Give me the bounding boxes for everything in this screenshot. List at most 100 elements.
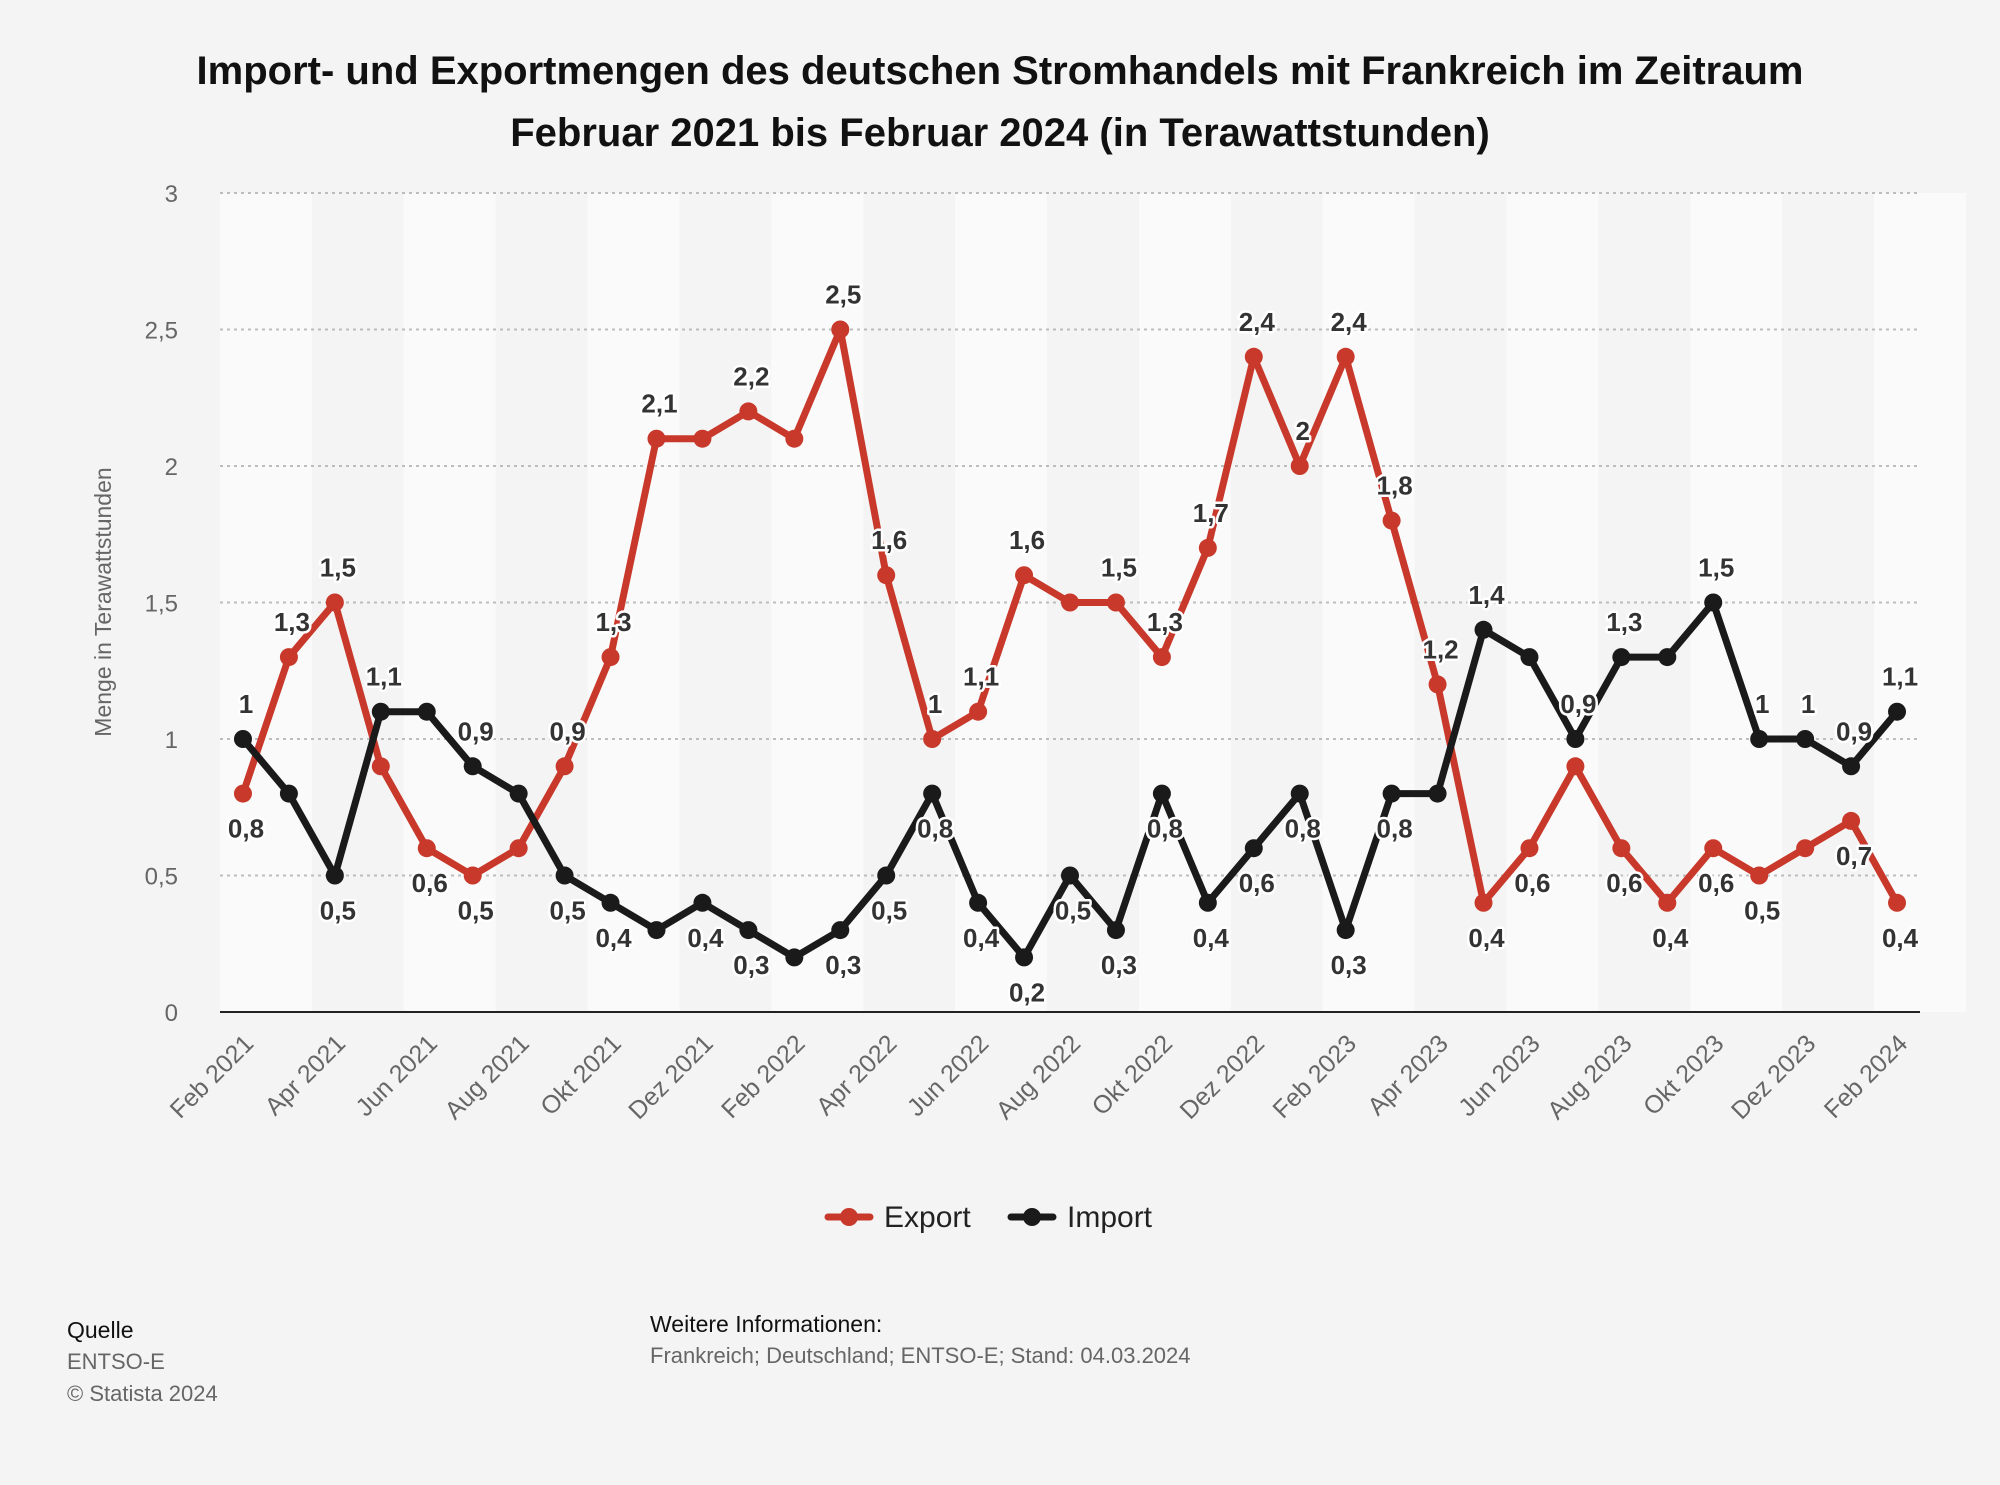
- import-data-label: 0,5: [320, 896, 356, 926]
- export-data-label: 1,6: [871, 525, 907, 555]
- export-point: [417, 839, 436, 858]
- import-data-label: 0,5: [1055, 896, 1091, 926]
- column-band: [1874, 193, 1966, 1012]
- legend-item-import[interactable]: Import: [1007, 1201, 1153, 1234]
- import-data-label: 0,8: [1285, 814, 1321, 844]
- import-data-label: 0,4: [595, 923, 632, 953]
- export-point: [509, 839, 528, 858]
- import-point: [1061, 866, 1079, 885]
- export-data-label: 0,7: [1836, 841, 1872, 871]
- import-data-label: 0,4: [687, 923, 724, 953]
- export-data-label: 2,4: [1331, 307, 1368, 337]
- export-data-label: 0,6: [1514, 868, 1550, 898]
- import-point: [1198, 893, 1217, 912]
- export-data-label: 1: [928, 689, 942, 719]
- export-data-label: 2,1: [641, 389, 677, 419]
- import-data-label: 0,3: [1101, 950, 1137, 980]
- import-point: [1244, 839, 1263, 858]
- export-data-label: 0,5: [458, 896, 494, 926]
- legend-swatch-marker: [1023, 1208, 1041, 1226]
- export-data-label: 0,9: [550, 716, 586, 746]
- x-tick-label: Apr 2022: [811, 1029, 903, 1121]
- info-heading: Weitere Informationen:: [650, 1311, 883, 1337]
- export-data-label: 0,4: [1468, 923, 1505, 953]
- export-point: [463, 866, 482, 885]
- export-data-label: 2,5: [825, 280, 861, 310]
- legend-label: Export: [884, 1201, 971, 1234]
- import-data-label: 0,9: [458, 716, 494, 746]
- export-point: [969, 702, 988, 721]
- export-point: [1428, 675, 1447, 694]
- export-point: [1658, 893, 1677, 912]
- import-point: [693, 893, 712, 912]
- export-point: [233, 784, 252, 803]
- import-data-label: 1: [1801, 689, 1815, 719]
- import-point: [1750, 730, 1769, 748]
- legend-label: Import: [1067, 1201, 1153, 1234]
- export-data-label: 1,5: [320, 553, 356, 583]
- import-point: [233, 730, 252, 748]
- export-point: [1382, 511, 1401, 530]
- import-point: [325, 866, 344, 885]
- export-point: [1290, 457, 1309, 475]
- import-data-label: 0,9: [1836, 716, 1872, 746]
- export-point: [1612, 839, 1631, 858]
- y-tick-label: 1: [165, 727, 178, 754]
- export-data-label: 0,4: [1652, 923, 1689, 953]
- y-axis-ticks: 0 0,5 1 1,5 2 2,5 3: [145, 181, 178, 1027]
- x-tick-label: Okt 2023: [1638, 1029, 1730, 1121]
- export-data-label: 1,7: [1193, 498, 1229, 528]
- export-data-label: 0,6: [412, 868, 448, 898]
- export-point: [279, 648, 298, 667]
- export-data-label: 0,6: [1606, 868, 1642, 898]
- import-point: [923, 784, 942, 803]
- import-point: [1842, 757, 1861, 776]
- y-tick-label: 2,5: [145, 318, 178, 345]
- import-point: [739, 921, 758, 940]
- export-data-label: 1,3: [1147, 607, 1183, 637]
- export-data-label: 1,5: [1101, 553, 1137, 583]
- import-data-label: 0,5: [871, 896, 907, 926]
- export-point: [371, 757, 390, 776]
- import-data-label: 0,4: [1193, 923, 1230, 953]
- x-tick-label: Dez 2023: [1726, 1029, 1821, 1124]
- import-point: [509, 784, 528, 803]
- export-point: [1704, 839, 1723, 858]
- import-data-label: 1,1: [366, 662, 402, 692]
- import-data-label: 0,4: [963, 923, 1000, 953]
- y-tick-label: 2: [165, 454, 178, 481]
- import-data-label: 0,8: [917, 814, 953, 844]
- import-point: [279, 784, 298, 803]
- export-data-label: 2,4: [1239, 307, 1276, 337]
- x-tick-label: Jun 2021: [350, 1029, 443, 1122]
- export-point: [693, 429, 712, 448]
- x-tick-label: Dez 2022: [1175, 1029, 1270, 1124]
- import-data-label: 1,3: [1606, 607, 1642, 637]
- x-tick-label: Jun 2023: [1453, 1029, 1546, 1122]
- y-tick-label: 0: [165, 1000, 178, 1027]
- import-data-label: 0,3: [733, 950, 769, 980]
- import-point: [1888, 702, 1907, 721]
- export-point: [601, 648, 620, 667]
- legend-item-export[interactable]: Export: [824, 1201, 971, 1234]
- x-tick-label: Aug 2022: [991, 1029, 1086, 1124]
- export-point: [555, 757, 574, 776]
- import-point: [1566, 730, 1585, 748]
- import-data-label: 1,1: [1882, 662, 1918, 692]
- import-data-label: 1: [1755, 689, 1769, 719]
- export-point: [877, 566, 896, 585]
- export-point: [739, 402, 758, 421]
- export-point: [1888, 893, 1907, 912]
- import-point: [785, 948, 804, 967]
- export-point: [1061, 593, 1079, 612]
- import-point: [1152, 784, 1171, 803]
- export-point: [785, 429, 804, 448]
- export-data-label: 0,8: [228, 814, 264, 844]
- export-data-label: 0,5: [1744, 896, 1780, 926]
- import-data-label: 1,5: [1698, 553, 1734, 583]
- import-point: [647, 921, 666, 940]
- x-tick-label: Jun 2022: [902, 1029, 995, 1122]
- y-tick-label: 0,5: [145, 864, 178, 891]
- x-tick-label: Feb 2023: [1267, 1029, 1361, 1123]
